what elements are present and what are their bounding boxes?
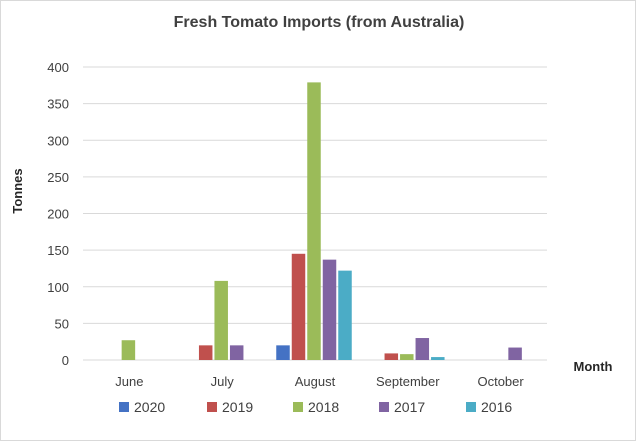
legend-label: 2018 xyxy=(308,399,339,415)
legend-label: 2016 xyxy=(481,399,512,415)
y-tick-label: 200 xyxy=(47,207,69,222)
y-tick-label: 0 xyxy=(62,353,69,368)
y-tick-label: 350 xyxy=(47,97,69,112)
legend-label: 2017 xyxy=(394,399,425,415)
x-tick-label: June xyxy=(115,374,143,389)
legend-label: 2020 xyxy=(134,399,165,415)
legend-label: 2019 xyxy=(222,399,253,415)
bar xyxy=(322,259,337,360)
y-axis-title: Tonnes xyxy=(10,168,25,213)
y-tick-label: 50 xyxy=(55,316,69,331)
bar xyxy=(198,345,213,360)
legend-swatch xyxy=(379,402,389,412)
y-tick-label: 400 xyxy=(47,60,69,75)
bar xyxy=(291,253,306,360)
bar xyxy=(508,347,522,360)
legend-item: 2017 xyxy=(379,399,425,415)
x-tick-label: July xyxy=(211,374,235,389)
x-tick-label: August xyxy=(295,374,336,389)
y-tick-label: 150 xyxy=(47,243,69,258)
legend-swatch xyxy=(207,402,217,412)
x-axis-title: Month xyxy=(574,359,613,374)
y-tick-label: 250 xyxy=(47,170,69,185)
bar xyxy=(214,280,228,360)
legend-item: 2019 xyxy=(207,399,253,415)
bars xyxy=(121,82,522,360)
legend-swatch xyxy=(293,402,303,412)
y-tick-label: 300 xyxy=(47,133,69,148)
chart-title: Fresh Tomato Imports (from Australia) xyxy=(174,14,465,31)
y-axis-ticks: 0 50 100 150 200 250 300 350 400 xyxy=(47,60,69,368)
legend-item: 2016 xyxy=(466,399,512,415)
bar xyxy=(121,340,136,360)
bar xyxy=(400,354,414,360)
legend-item: 2018 xyxy=(293,399,339,415)
bar xyxy=(415,338,430,360)
bar xyxy=(229,345,244,360)
x-tick-label: September xyxy=(376,374,440,389)
legend-swatch xyxy=(119,402,129,412)
x-tick-label: October xyxy=(477,374,524,389)
bar xyxy=(431,357,445,360)
legend-swatch xyxy=(466,402,476,412)
bar xyxy=(307,82,321,360)
bar xyxy=(276,345,290,360)
legend-item: 2020 xyxy=(119,399,165,415)
y-tick-label: 100 xyxy=(47,280,69,295)
bar xyxy=(338,270,352,360)
bar xyxy=(384,353,399,360)
x-axis-ticks: June July August September October xyxy=(115,374,524,389)
legend: 2020 2019 2018 2017 2016 xyxy=(119,399,512,415)
